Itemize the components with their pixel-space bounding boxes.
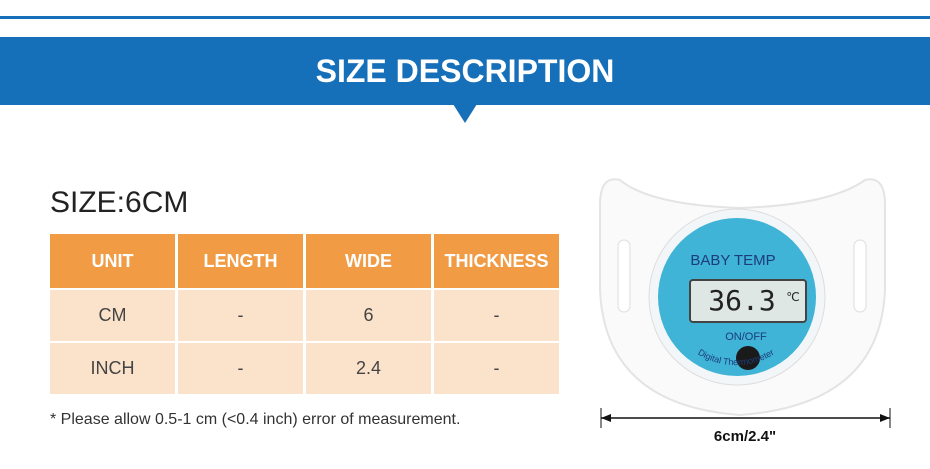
cell: - xyxy=(434,341,559,394)
note: * Please allow 0.5-1 cm (<0.4 inch) erro… xyxy=(50,411,461,428)
shield-slot xyxy=(853,239,867,313)
cell: 2.4 xyxy=(306,341,431,394)
cell: 6 xyxy=(306,288,431,341)
table-row: INCH - 2.4 - xyxy=(50,341,559,394)
header-cell: LENGTH xyxy=(178,234,303,288)
header-row: UNIT LENGTH WIDE THICKNESS xyxy=(50,234,559,288)
button-label: ON/OFF xyxy=(725,331,767,343)
lcd-unit: ℃ xyxy=(786,290,799,304)
header-cell: UNIT xyxy=(50,234,175,288)
table-row: CM - 6 - xyxy=(50,288,559,341)
cell: - xyxy=(434,288,559,341)
top-rule xyxy=(0,16,930,19)
header-cell: THICKNESS xyxy=(434,234,559,288)
product-illustration: BABY TEMP 36.3 ℃ ON/OFF Digital Thermome… xyxy=(599,178,891,445)
cell: - xyxy=(178,288,303,341)
cell: INCH xyxy=(50,341,175,394)
size-table: UNIT LENGTH WIDE THICKNESS CM - 6 - INCH… xyxy=(47,234,562,394)
header-cell: WIDE xyxy=(306,234,431,288)
button xyxy=(736,346,760,370)
cell: - xyxy=(178,341,303,394)
banner-title: SIZE DESCRIPTION xyxy=(315,53,615,89)
lcd-reading: 36.3 xyxy=(708,284,775,317)
banner xyxy=(0,37,930,105)
lcd xyxy=(689,279,807,323)
shield-slot xyxy=(617,239,631,313)
brand: BABY TEMP xyxy=(690,252,775,269)
banner-pointer xyxy=(453,104,477,123)
size-heading: SIZE:6CM xyxy=(50,186,189,219)
dimension-label: 6cm/2.4" xyxy=(714,428,776,445)
cell: CM xyxy=(50,288,175,341)
